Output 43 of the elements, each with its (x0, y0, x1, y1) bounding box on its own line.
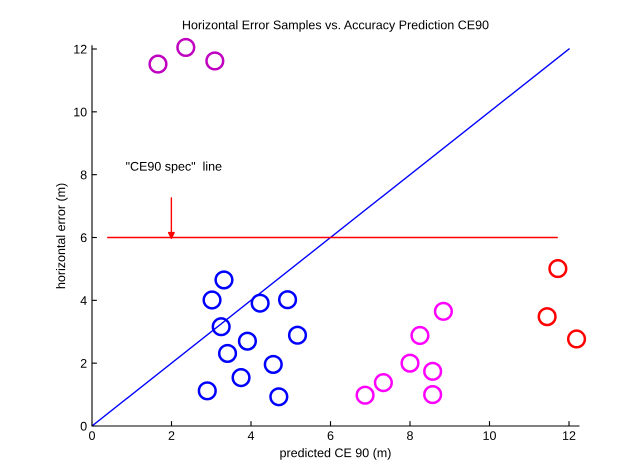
point (410, 326, 430, 346)
x-tick-label: 10 (484, 431, 496, 440)
y-tick-label: 12 (74, 44, 87, 54)
point (238, 332, 258, 351)
x-tick-label: 0 (89, 431, 95, 440)
point (205, 51, 224, 71)
point (434, 302, 453, 321)
y-tick-label: 8 (80, 170, 87, 180)
point (374, 373, 393, 392)
y-tick-label: 4 (80, 296, 87, 305)
x-tick-label: 2 (168, 431, 174, 440)
y-tick-label: 6 (80, 233, 87, 242)
point (278, 290, 298, 310)
point (400, 354, 420, 373)
x-tick-label: 12 (563, 431, 576, 440)
y-tick-label: 10 (74, 108, 87, 116)
x-tick-label: 6 (328, 431, 334, 440)
y-tick-label: 2 (80, 358, 87, 368)
point (218, 344, 238, 364)
point (148, 54, 168, 74)
point (264, 354, 283, 374)
x-tick-label: 8 (407, 431, 413, 440)
point (212, 317, 231, 336)
point (198, 381, 217, 400)
point (288, 326, 308, 345)
annotation: "CE90 spec" line (126, 162, 222, 174)
point (538, 307, 557, 326)
point (250, 294, 270, 313)
point (356, 386, 375, 405)
point (202, 290, 222, 310)
chart-title: Horizontal Error Samples vs. Accuracy Prediction CE90 (182, 20, 489, 32)
x-tick-label: 4 (248, 431, 254, 440)
point (269, 387, 288, 406)
point (231, 368, 251, 388)
point (423, 385, 442, 404)
y-tick-label: 0 (80, 422, 87, 431)
x-axis-title: predicted CE 90 (m) (280, 448, 391, 460)
point (214, 270, 234, 290)
point (566, 329, 586, 349)
point (423, 362, 442, 381)
point (548, 259, 568, 278)
point (176, 38, 196, 58)
y-axis-title: horizontal error (m) (56, 184, 68, 288)
